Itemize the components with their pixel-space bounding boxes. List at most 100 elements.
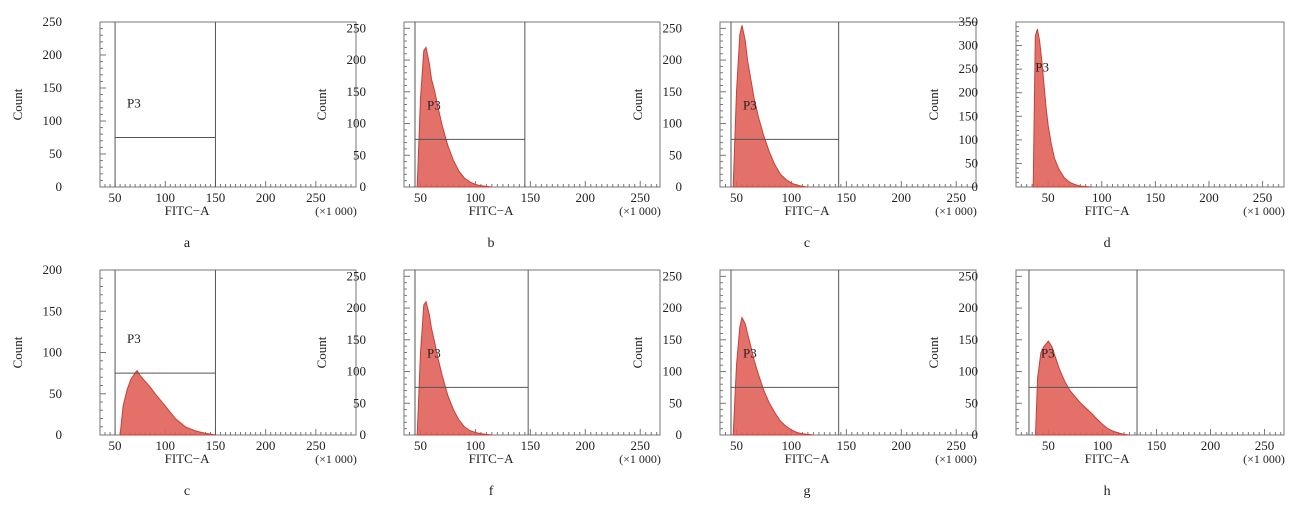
x-axis-unit: (×1 000)	[619, 204, 661, 218]
x-axis-label: FITC−A	[469, 203, 515, 218]
histogram-area	[732, 316, 814, 436]
y-tick-label: 200	[43, 47, 63, 62]
chart-panel-8: P3 50 100 150 200 250 0 50 100 150 200 250 FITC−A (×1…	[926, 268, 1285, 499]
panel-caption: g	[804, 484, 811, 499]
y-tick-label: 50	[965, 395, 978, 410]
y-axis-label: Count	[926, 336, 941, 368]
x-tick-label: 100	[466, 190, 486, 205]
x-tick-label: 50	[414, 438, 427, 453]
x-tick-label: 100	[782, 190, 802, 205]
histogram-area	[1034, 340, 1130, 436]
x-tick-label: 150	[521, 438, 541, 453]
y-tick-label: 200	[959, 85, 979, 100]
y-tick-label: 50	[49, 146, 62, 161]
x-axis-label: FITC−A	[785, 203, 831, 218]
x-tick-label: 50	[109, 190, 122, 205]
y-tick-label: 150	[663, 84, 683, 99]
y-tick-label: 50	[353, 147, 366, 162]
x-tick-label: 200	[256, 438, 276, 453]
y-axis-label: Count	[314, 336, 329, 368]
histogram-area	[119, 369, 216, 436]
x-tick-label: 100	[782, 438, 802, 453]
x-tick-label: 250	[946, 438, 966, 453]
y-axis-label: Count	[630, 336, 645, 368]
x-tick-label: 150	[206, 190, 226, 205]
chart-panel-4: P3 50 100 150 200 250 0 50 100 150 200 250 300 350 FIT…	[926, 14, 1285, 251]
y-tick-label: 150	[959, 332, 979, 347]
x-tick-label: 150	[1147, 438, 1167, 453]
panel-caption: c	[184, 484, 190, 499]
x-tick-label: 50	[1042, 190, 1055, 205]
x-axis-label: FITC−A	[1085, 203, 1131, 218]
chart-panel-6: P3 50 100 150 200 250 0 50 100 150 200 250 FITC−A (×1…	[314, 268, 661, 499]
y-tick-label: 0	[56, 179, 63, 194]
x-tick-label: 50	[1042, 438, 1055, 453]
y-axis-label: Count	[630, 88, 645, 120]
gate-label: P3	[427, 97, 441, 112]
chart-panel-7: P3 50 100 150 200 250 0 50 100 150 200 250 FITC−A (×1…	[630, 268, 977, 499]
x-axis-label: FITC−A	[469, 451, 515, 466]
y-tick-label: 100	[347, 116, 367, 131]
y-tick-label: 200	[663, 300, 683, 315]
x-tick-label: 50	[414, 190, 427, 205]
y-tick-label: 250	[43, 14, 63, 29]
gate-label: P3	[743, 345, 757, 360]
x-tick-label: 100	[1092, 190, 1112, 205]
y-tick-label: 150	[43, 303, 63, 318]
histogram-area	[1032, 28, 1092, 188]
x-axis-unit: (×1 000)	[619, 452, 661, 466]
gate-label: P3	[743, 97, 757, 112]
x-axis-unit: (×1 000)	[1243, 452, 1285, 466]
y-tick-label: 250	[663, 20, 683, 35]
x-tick-label: 250	[630, 438, 650, 453]
x-tick-label: 200	[1199, 190, 1219, 205]
gate-label: P3	[127, 331, 141, 346]
plot-frame	[99, 21, 357, 188]
x-tick-label: 100	[156, 190, 176, 205]
y-tick-label: 250	[959, 61, 979, 76]
chart-panel-5: P3 50 100 150 200 250 0 50 100 150 200 FITC−A (×1 00…	[10, 262, 357, 499]
x-tick-label: 100	[1093, 438, 1113, 453]
x-axis-unit: (×1 000)	[315, 204, 357, 218]
x-axis-unit: (×1 000)	[935, 204, 977, 218]
y-tick-label: 0	[360, 427, 367, 442]
y-tick-label: 100	[959, 132, 979, 147]
y-tick-label: 100	[959, 364, 979, 379]
y-tick-label: 0	[676, 427, 683, 442]
y-tick-label: 150	[663, 332, 683, 347]
x-tick-label: 50	[730, 190, 743, 205]
panel-caption: f	[489, 484, 494, 499]
y-tick-label: 150	[347, 84, 367, 99]
y-tick-label: 300	[959, 38, 979, 53]
x-tick-label: 150	[521, 190, 541, 205]
panel-caption: c	[804, 236, 810, 251]
y-axis-label: Count	[926, 88, 941, 120]
y-tick-label: 0	[360, 179, 367, 194]
y-tick-label: 250	[959, 268, 979, 283]
x-tick-label: 150	[206, 438, 226, 453]
histogram-area	[416, 46, 492, 188]
y-tick-label: 150	[347, 332, 367, 347]
y-tick-label: 200	[959, 300, 979, 315]
x-tick-label: 250	[306, 438, 326, 453]
panel-caption: b	[488, 236, 495, 251]
y-axis-label: Count	[10, 336, 25, 368]
panel-caption: a	[184, 236, 191, 251]
x-tick-label: 150	[837, 190, 857, 205]
x-axis-unit: (×1 000)	[1243, 204, 1285, 218]
chart-panel-3: P3 50 100 150 200 250 0 50 100 150 200 250 FITC−A (×1…	[630, 20, 977, 251]
x-tick-label: 50	[730, 438, 743, 453]
y-tick-label: 0	[676, 179, 683, 194]
y-tick-label: 50	[353, 395, 366, 410]
x-axis-unit: (×1 000)	[935, 452, 977, 466]
y-tick-label: 150	[959, 108, 979, 123]
x-tick-label: 50	[109, 438, 122, 453]
x-tick-label: 100	[466, 438, 486, 453]
x-tick-label: 100	[156, 438, 176, 453]
x-tick-label: 200	[1201, 438, 1221, 453]
y-axis-label: Count	[314, 88, 329, 120]
y-tick-label: 50	[965, 155, 978, 170]
y-tick-label: 250	[347, 268, 367, 283]
x-tick-label: 200	[892, 438, 912, 453]
chart-panel-1: P3 50 100 150 200 250 0 50 100 150 200 250 FITC−A (×1…	[10, 14, 357, 251]
